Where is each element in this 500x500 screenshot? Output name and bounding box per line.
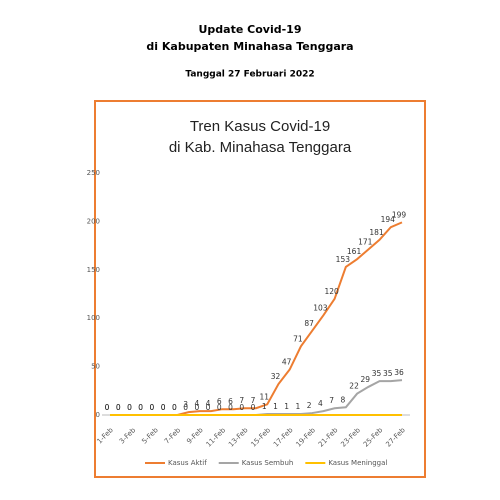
data-label: 0	[138, 403, 143, 412]
data-label: 0	[251, 403, 256, 412]
legend-label: Kasus Aktif	[168, 459, 207, 467]
data-label: 0	[161, 403, 166, 412]
chart-frame	[94, 100, 426, 478]
data-label: 0	[217, 403, 222, 412]
y-tick-label: 250	[87, 169, 100, 177]
data-label: 1	[273, 402, 278, 411]
data-label: 4	[206, 399, 211, 408]
data-label: 32	[271, 372, 281, 381]
data-label: 71	[293, 334, 303, 343]
data-label: 6	[228, 397, 233, 406]
data-label: 0	[183, 403, 188, 412]
data-label: 0	[239, 403, 244, 412]
data-label: 103	[313, 303, 328, 312]
data-label: 199	[392, 210, 407, 219]
data-label: 194	[381, 215, 396, 224]
data-label: 4	[318, 399, 323, 408]
data-label: 0	[150, 403, 155, 412]
data-label: 6	[217, 397, 222, 406]
data-label: 0	[172, 403, 177, 412]
data-label: 0	[105, 403, 110, 412]
y-tick-label: 150	[87, 266, 100, 274]
y-tick-label: 0	[96, 411, 100, 419]
data-label: 2	[307, 401, 312, 410]
data-label: 0	[206, 403, 211, 412]
data-label: 0	[194, 403, 199, 412]
data-label: 4	[194, 399, 199, 408]
y-tick-label: 100	[87, 314, 100, 322]
data-label: 0	[116, 403, 121, 412]
data-label: 0	[172, 403, 177, 412]
data-label: 35	[372, 369, 382, 378]
data-label: 1	[296, 402, 301, 411]
data-label: 35	[383, 369, 393, 378]
data-label: 36	[394, 368, 404, 377]
data-label: 7	[329, 396, 334, 405]
data-label: 47	[282, 358, 292, 367]
data-label: 3	[183, 400, 188, 409]
data-label: 0	[150, 403, 155, 412]
data-label: 0	[138, 403, 143, 412]
data-label: 181	[369, 228, 384, 237]
data-label: 0	[127, 403, 132, 412]
y-tick-label: 200	[87, 217, 100, 225]
data-label: 22	[349, 382, 359, 391]
header-date: Tanggal 27 Februari 2022	[185, 70, 314, 80]
data-label: 8	[340, 395, 345, 404]
data-label: 0	[228, 403, 233, 412]
data-label: 0	[105, 403, 110, 412]
chart-title: Tren Kasus Covid-19	[190, 118, 330, 135]
data-label: 29	[361, 375, 371, 384]
data-label: 120	[324, 287, 339, 296]
data-label: 87	[304, 319, 314, 328]
data-label: 0	[127, 403, 132, 412]
legend-label: Kasus Meninggal	[328, 459, 387, 467]
data-label: 153	[336, 255, 351, 264]
data-label: 7	[251, 396, 256, 405]
data-label: 0	[161, 403, 166, 412]
legend-label: Kasus Sembuh	[242, 459, 294, 467]
data-label: 0	[116, 403, 121, 412]
data-label: 11	[259, 392, 269, 401]
data-label: 171	[358, 237, 373, 246]
data-label: 161	[347, 247, 362, 256]
data-label: 1	[262, 402, 267, 411]
chart-title: di Kab. Minahasa Tenggara	[169, 139, 352, 156]
header-subtitle: di Kabupaten Minahasa Tenggara	[146, 40, 353, 53]
y-tick-label: 50	[91, 363, 100, 371]
header-title: Update Covid-19	[199, 23, 302, 36]
data-label: 7	[239, 396, 244, 405]
data-label: 1	[284, 402, 289, 411]
